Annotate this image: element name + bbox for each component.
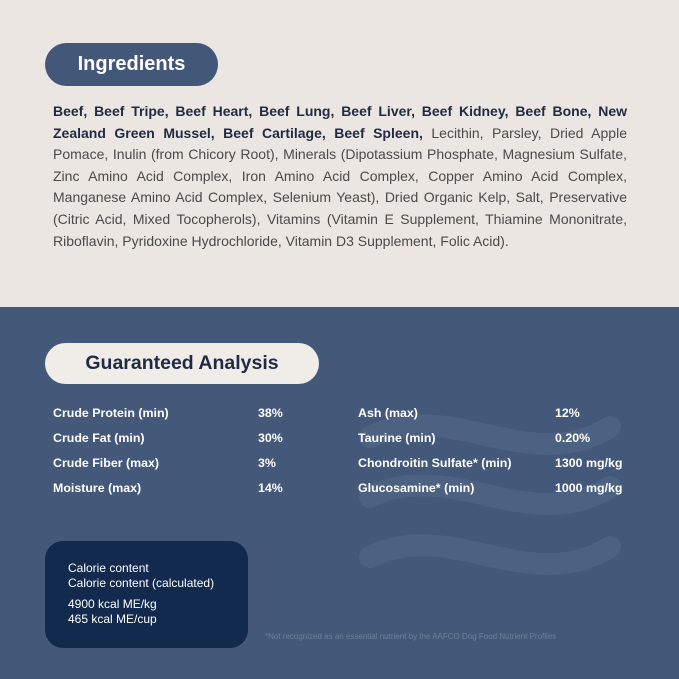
ingredients-text: Beef, Beef Tripe, Beef Heart, Beef Lung,… <box>53 101 627 252</box>
analysis-value: 1000 mg/kg <box>555 481 623 495</box>
ingredients-regular: Lecithin, Parsley, Dried Apple Pomace, I… <box>53 124 627 249</box>
analysis-value: 38% <box>258 406 283 420</box>
ingredients-section: Ingredients Beef, Beef Tripe, Beef Heart… <box>0 0 679 307</box>
analysis-label: Chondroitin Sulfate* (min) <box>358 456 512 470</box>
analysis-value: 14% <box>258 481 283 495</box>
analysis-label: Glucosamine* (min) <box>358 481 475 495</box>
analysis-label: Crude Fat (min) <box>53 431 145 445</box>
analysis-value: 0.20% <box>555 431 591 445</box>
footnote: *Not recognized as an essential nutrient… <box>265 632 557 641</box>
calorie-per-kg: 4900 kcal ME/kg <box>68 597 157 611</box>
analysis-value: 12% <box>555 406 580 420</box>
analysis-label: Taurine (min) <box>358 431 436 445</box>
analysis-heading: Guaranteed Analysis <box>45 343 319 384</box>
ingredients-heading: Ingredients <box>45 43 218 86</box>
analysis-label: Ash (max) <box>358 406 418 420</box>
calorie-box: Calorie content Calorie content (calcula… <box>45 541 248 648</box>
analysis-value: 1300 mg/kg <box>555 456 623 470</box>
wave-watermark-icon <box>359 414 621 575</box>
calorie-calculated-label: Calorie content (calculated) <box>68 576 215 590</box>
analysis-label: Moisture (max) <box>53 481 142 495</box>
analysis-value: 3% <box>258 456 276 470</box>
calorie-per-cup: 465 kcal ME/cup <box>68 612 157 626</box>
ingredients-bold: Beef, Beef Tripe, Beef Heart, Beef Lung,… <box>53 103 627 141</box>
calorie-label: Calorie content <box>68 561 149 575</box>
analysis-value: 30% <box>258 431 283 445</box>
analysis-label: Crude Protein (min) <box>53 406 169 420</box>
analysis-label: Crude Fiber (max) <box>53 456 160 470</box>
